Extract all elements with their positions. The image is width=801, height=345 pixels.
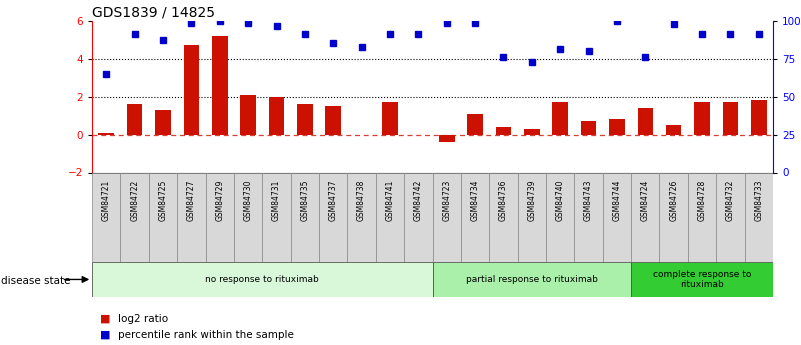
Bar [666, 125, 682, 135]
Bar [212, 36, 227, 135]
Text: GSM84737: GSM84737 [328, 180, 338, 221]
Text: GSM84743: GSM84743 [584, 180, 593, 221]
FancyBboxPatch shape [517, 172, 546, 262]
Bar [439, 135, 454, 142]
Bar [581, 121, 597, 135]
Text: GSM84721: GSM84721 [102, 180, 111, 221]
FancyBboxPatch shape [745, 172, 773, 262]
Text: complete response to
rituximab: complete response to rituximab [653, 270, 751, 289]
FancyBboxPatch shape [206, 172, 234, 262]
Text: GSM84732: GSM84732 [726, 180, 735, 221]
Text: GSM84736: GSM84736 [499, 180, 508, 221]
Text: GSM84726: GSM84726 [669, 180, 678, 221]
Bar [751, 100, 767, 135]
Bar [524, 129, 540, 135]
Text: ■: ■ [100, 314, 111, 324]
Bar [496, 127, 511, 135]
Bar [638, 108, 653, 135]
FancyBboxPatch shape [234, 172, 263, 262]
Text: GSM84731: GSM84731 [272, 180, 281, 221]
Bar [99, 132, 114, 135]
FancyBboxPatch shape [291, 172, 319, 262]
FancyBboxPatch shape [376, 172, 405, 262]
FancyBboxPatch shape [319, 172, 348, 262]
Text: GSM84723: GSM84723 [442, 180, 451, 221]
Text: GSM84733: GSM84733 [755, 180, 763, 221]
Bar [268, 97, 284, 135]
Text: GSM84741: GSM84741 [385, 180, 394, 221]
Text: GSM84742: GSM84742 [414, 180, 423, 221]
Text: disease state: disease state [1, 276, 70, 286]
FancyBboxPatch shape [631, 172, 659, 262]
Text: GSM84727: GSM84727 [187, 180, 196, 221]
Text: partial response to rituximab: partial response to rituximab [466, 275, 598, 284]
FancyBboxPatch shape [433, 262, 631, 297]
Text: GSM84739: GSM84739 [527, 180, 537, 221]
Text: ■: ■ [100, 330, 111, 339]
Bar [553, 102, 568, 135]
FancyBboxPatch shape [92, 262, 433, 297]
Bar [382, 102, 398, 135]
Text: no response to rituximab: no response to rituximab [205, 275, 320, 284]
FancyBboxPatch shape [659, 172, 688, 262]
Bar [325, 106, 341, 135]
Text: GDS1839 / 14825: GDS1839 / 14825 [92, 6, 215, 20]
FancyBboxPatch shape [603, 172, 631, 262]
Text: GSM84730: GSM84730 [244, 180, 252, 221]
Text: GSM84724: GSM84724 [641, 180, 650, 221]
FancyBboxPatch shape [489, 172, 517, 262]
Bar [183, 46, 199, 135]
FancyBboxPatch shape [574, 172, 603, 262]
FancyBboxPatch shape [433, 172, 461, 262]
Text: GSM84728: GSM84728 [698, 180, 706, 221]
FancyBboxPatch shape [263, 172, 291, 262]
Bar [240, 95, 256, 135]
Text: GSM84735: GSM84735 [300, 180, 309, 221]
Bar [467, 114, 483, 135]
FancyBboxPatch shape [92, 172, 120, 262]
Bar [155, 110, 171, 135]
Bar [723, 102, 739, 135]
FancyBboxPatch shape [688, 172, 716, 262]
FancyBboxPatch shape [461, 172, 489, 262]
Text: GSM84729: GSM84729 [215, 180, 224, 221]
FancyBboxPatch shape [716, 172, 745, 262]
FancyBboxPatch shape [546, 172, 574, 262]
Bar [694, 102, 710, 135]
Text: GSM84744: GSM84744 [613, 180, 622, 221]
Text: log2 ratio: log2 ratio [118, 314, 168, 324]
Bar [609, 119, 625, 135]
FancyBboxPatch shape [405, 172, 433, 262]
FancyBboxPatch shape [149, 172, 177, 262]
Text: GSM84740: GSM84740 [556, 180, 565, 221]
Text: GSM84725: GSM84725 [159, 180, 167, 221]
Text: GSM84722: GSM84722 [131, 180, 139, 221]
Bar [127, 104, 143, 135]
FancyBboxPatch shape [177, 172, 206, 262]
FancyBboxPatch shape [120, 172, 149, 262]
Text: GSM84734: GSM84734 [471, 180, 480, 221]
Bar [297, 104, 312, 135]
Text: percentile rank within the sample: percentile rank within the sample [118, 330, 294, 339]
FancyBboxPatch shape [348, 172, 376, 262]
Text: GSM84738: GSM84738 [357, 180, 366, 221]
FancyBboxPatch shape [631, 262, 773, 297]
